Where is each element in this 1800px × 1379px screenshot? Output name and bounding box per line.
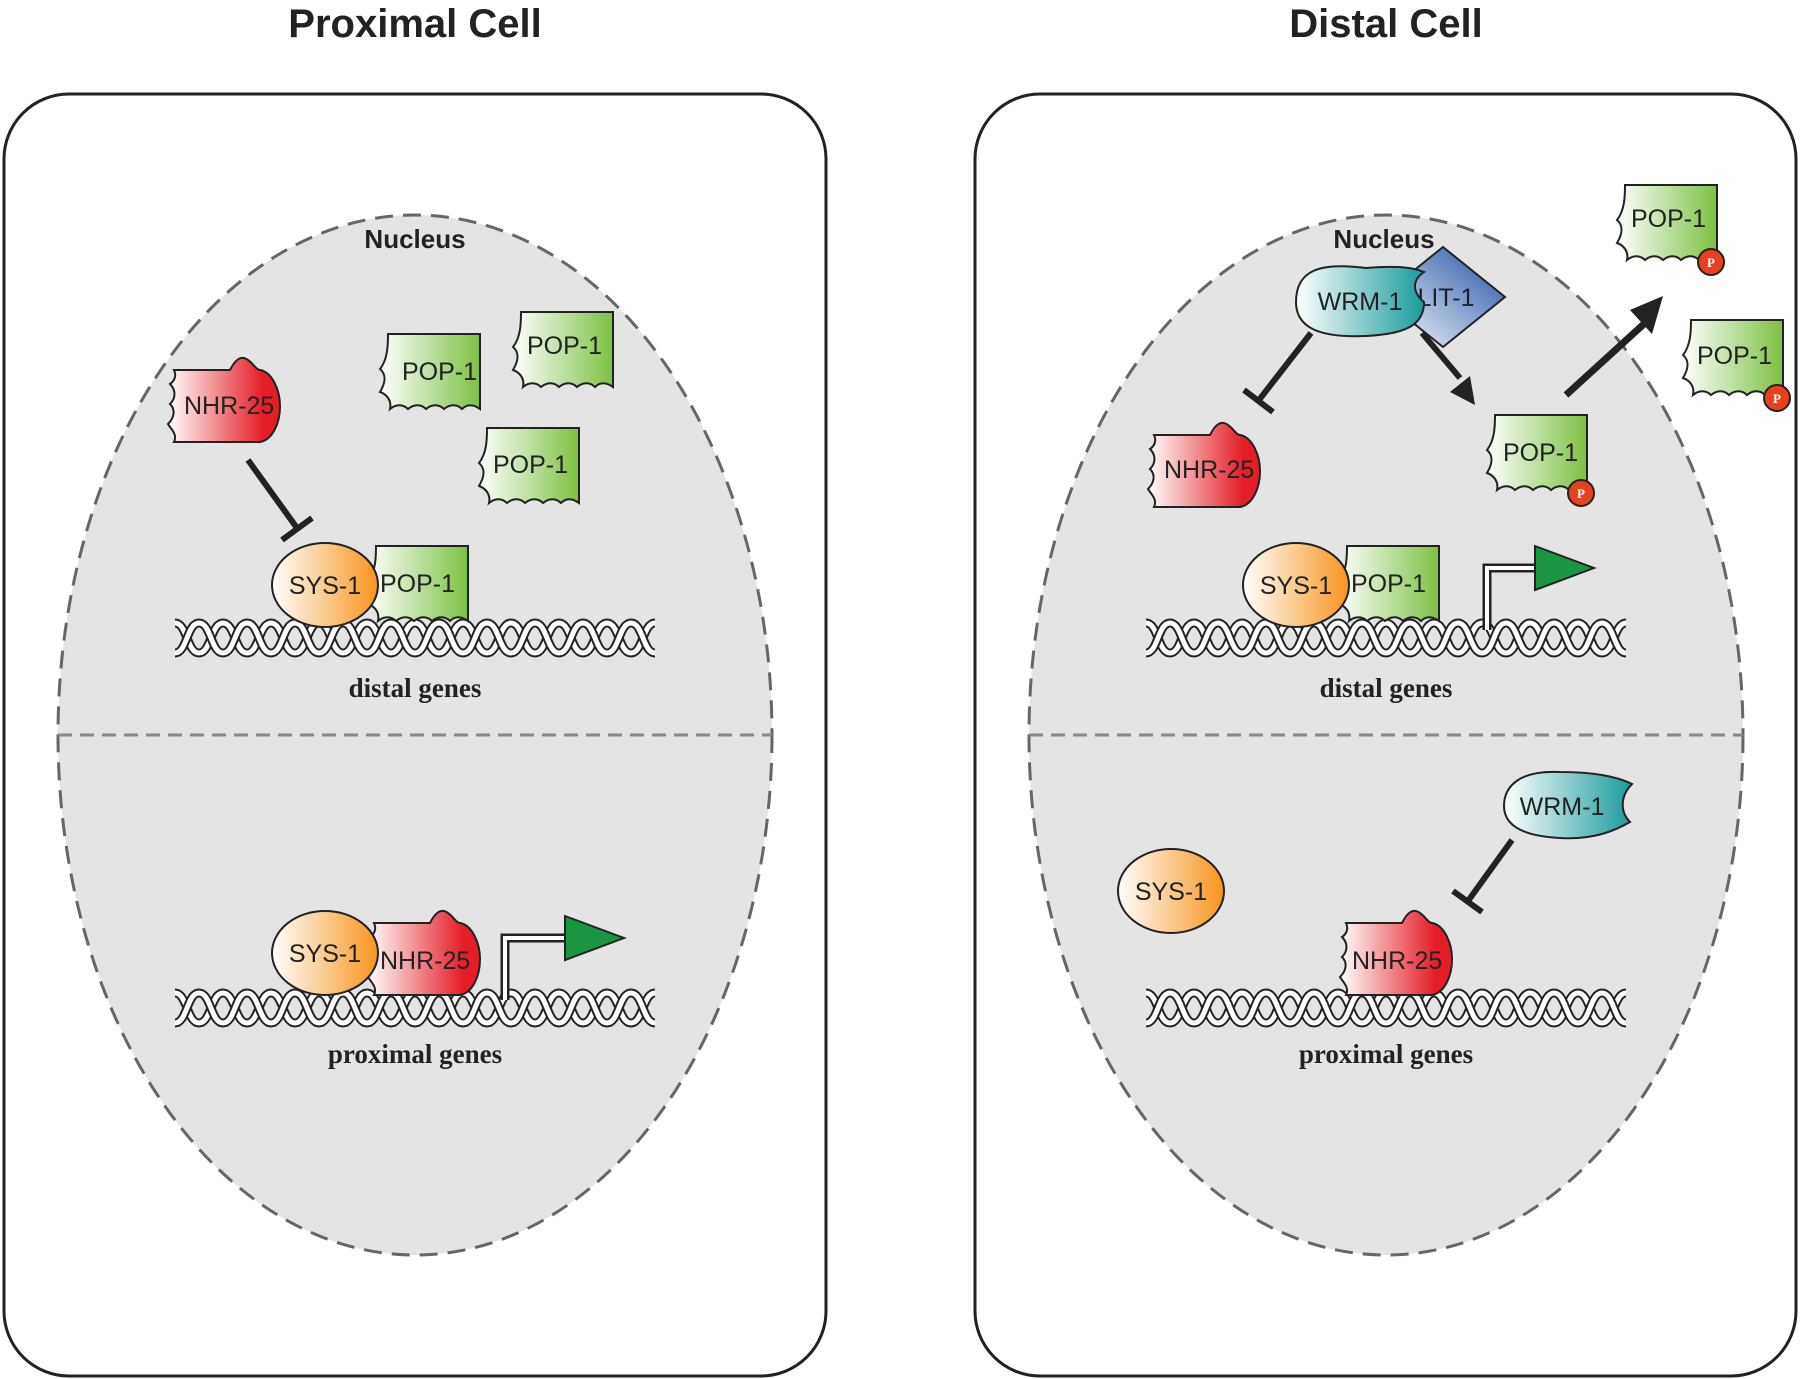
wrm1-label: WRM-1: [1318, 288, 1403, 316]
pop1-free-c: POP-1: [478, 427, 580, 504]
pop1-label: POP-1: [527, 332, 602, 360]
phosphorylation-arrow: [1419, 331, 1475, 405]
pop1-label: POP-1: [1697, 342, 1772, 370]
sys1-bound-upper: SYS-1: [1242, 542, 1350, 628]
phosphate-label: P: [1577, 486, 1585, 501]
distal-cell-panel: Distal Cell Nucleus LIT-1 WRM-1 NHR-25: [973, 2, 1798, 1378]
phosphate-mark: [1763, 384, 1791, 412]
gene-label-lower: proximal genes: [328, 1039, 502, 1069]
wrm1-lower: WRM-1: [1502, 770, 1634, 840]
pop1-label: POP-1: [380, 570, 455, 598]
nhr25-bound-lower: NHR-25: [367, 909, 481, 996]
sys1-free: SYS-1: [1117, 848, 1225, 934]
pop1-bound-upper: POP-1: [367, 545, 469, 622]
pop1-label: POP-1: [1631, 205, 1706, 233]
inhibition-arrow-lower: [1451, 838, 1515, 915]
nhr25-label: NHR-25: [1164, 456, 1254, 484]
sys1-label: SYS-1: [289, 572, 361, 600]
pop1-phospho-out-a: POP-1 P: [1616, 184, 1725, 276]
phosphate-label: P: [1707, 255, 1715, 270]
lit1-label: LIT-1: [1418, 284, 1475, 312]
phosphate-mark: [1567, 479, 1595, 507]
inhibition-arrow: [1242, 331, 1314, 415]
panel-title: Distal Cell: [1289, 2, 1482, 46]
nhr25-free: NHR-25: [1147, 421, 1261, 508]
pop1-free-a: POP-1: [379, 333, 481, 410]
nhr25-label: NHR-25: [1352, 947, 1442, 975]
sys1-label: SYS-1: [1260, 572, 1332, 600]
gene-label-lower: proximal genes: [1299, 1039, 1473, 1069]
wrm1-label: WRM-1: [1520, 793, 1605, 821]
sys1-label: SYS-1: [1135, 878, 1207, 906]
export-arrow: [1563, 296, 1663, 398]
phosphate-mark: [1697, 248, 1725, 276]
nhr25-label: NHR-25: [380, 947, 470, 975]
sys1-bound-lower: SYS-1: [271, 910, 379, 996]
nucleus-label: Nucleus: [364, 224, 465, 254]
pop1-bound-upper: POP-1: [1338, 545, 1440, 622]
phosphate-label: P: [1773, 391, 1781, 406]
gene-label-upper: distal genes: [1320, 673, 1453, 703]
nucleus-label: Nucleus: [1333, 224, 1434, 254]
proximal-cell-panel: Proximal Cell Nucleus POP-1 POP-1 POP-1 …: [2, 2, 828, 1378]
panel-title: Proximal Cell: [288, 2, 541, 46]
transcription-arrow: [500, 914, 627, 1000]
nhr25-bound-lower: NHR-25: [1339, 909, 1453, 996]
pop1-label: POP-1: [402, 358, 477, 386]
pop1-label: POP-1: [1503, 439, 1578, 467]
nhr25-free: NHR-25: [167, 356, 281, 443]
nhr25-label: NHR-25: [184, 392, 274, 420]
transcription-arrow: [1482, 544, 1597, 630]
pop1-label: POP-1: [1351, 570, 1426, 598]
pop1-label: POP-1: [493, 451, 568, 479]
pop1-phospho-nuclear: POP-1 P: [1486, 414, 1595, 507]
sys1-bound-upper: SYS-1: [271, 542, 379, 628]
pop1-free-b: POP-1: [512, 311, 614, 388]
inhibition-arrow: [245, 458, 314, 543]
sys1-label: SYS-1: [289, 940, 361, 968]
wrm1-upper: WRM-1: [1294, 265, 1427, 338]
pop1-phospho-out-b: POP-1 P: [1682, 319, 1791, 412]
gene-label-upper: distal genes: [349, 673, 482, 703]
